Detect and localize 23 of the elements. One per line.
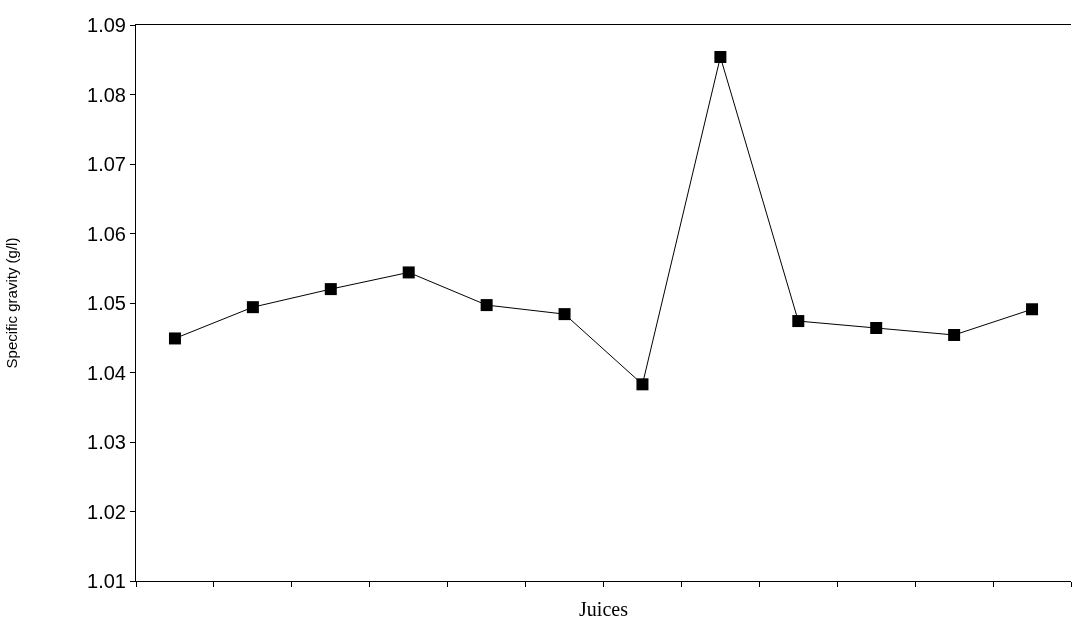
point xyxy=(792,315,805,328)
y-tick-label: 1.06 xyxy=(87,222,126,245)
point xyxy=(324,283,337,296)
x-axis-title: Juices xyxy=(579,597,629,620)
y-tick-label: 1.01 xyxy=(87,570,126,592)
point xyxy=(246,301,259,314)
point xyxy=(714,50,727,63)
point xyxy=(1026,303,1039,316)
point xyxy=(558,308,571,321)
point xyxy=(168,332,181,345)
point xyxy=(480,299,493,312)
point xyxy=(402,266,415,279)
y-axis-title: Specific gravity (g/l) xyxy=(3,237,21,369)
point xyxy=(870,322,883,335)
y-tick-label: 1.08 xyxy=(87,83,126,106)
y-tick-label: 1.04 xyxy=(87,361,126,384)
point xyxy=(636,378,649,391)
y-tick-label: 1.02 xyxy=(87,500,126,523)
point xyxy=(948,328,961,341)
y-tick-label: 1.05 xyxy=(87,292,126,314)
y-tick-label: 1.09 xyxy=(87,14,126,36)
y-tick-label: 1.03 xyxy=(87,431,126,453)
y-tick-label: 1.07 xyxy=(87,153,126,175)
